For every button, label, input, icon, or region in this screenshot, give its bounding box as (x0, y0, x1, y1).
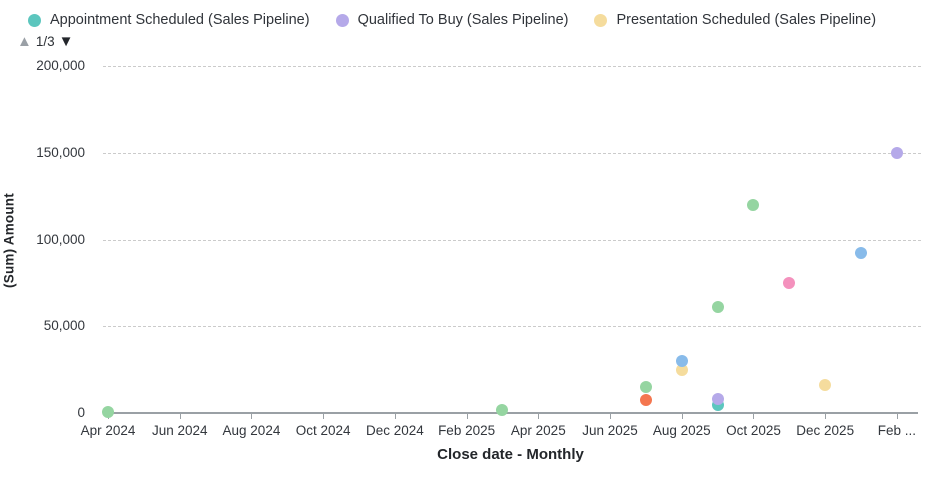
legend-page-indicator: 1/3 (35, 34, 55, 49)
x-tick-mark (394, 414, 396, 419)
x-tick-label: Aug 2025 (652, 423, 711, 438)
scatter-point[interactable] (496, 403, 509, 416)
legend-item-2[interactable]: Presentation Scheduled (Sales Pipeline) (594, 12, 876, 28)
x-tick-label: Apr 2024 (80, 423, 136, 438)
scatter-point[interactable] (819, 379, 832, 392)
scatter-point[interactable] (102, 406, 114, 419)
x-axis-title: Close date - Monthly (437, 446, 584, 463)
scatter-point[interactable] (711, 301, 724, 314)
x-tick-mark (825, 414, 827, 419)
x-tick-mark (466, 414, 468, 419)
legend-item-1[interactable]: Qualified To Buy (Sales Pipeline) (335, 12, 569, 28)
x-tick-mark (538, 414, 540, 419)
legend-item-label: Appointment Scheduled (Sales Pipeline) (50, 12, 310, 28)
scatter-point[interactable] (675, 354, 688, 367)
legend-item-0[interactable]: Appointment Scheduled (Sales Pipeline) (28, 12, 310, 28)
legend-dot-icon (28, 13, 41, 27)
legend-item-label: Presentation Scheduled (Sales Pipeline) (616, 12, 877, 28)
legend-item-label: Qualified To Buy (Sales Pipeline) (357, 12, 569, 28)
gridline (103, 326, 921, 328)
x-tick-label: Dec 2024 (365, 423, 424, 438)
x-tick-mark (251, 414, 253, 419)
x-tick-label: Feb 2025 (438, 423, 496, 438)
legend-dot-icon (594, 13, 608, 27)
y-tick-label: 150,000 (36, 144, 85, 160)
scatter-point[interactable] (675, 363, 688, 376)
x-axis-line (103, 412, 918, 414)
scatter-point[interactable] (639, 393, 652, 406)
x-tick-mark (610, 414, 612, 419)
gridline (103, 239, 921, 241)
y-tick-label: 200,000 (36, 58, 85, 73)
gridline (103, 66, 921, 67)
x-tick-mark (896, 414, 898, 419)
chart-legend: Appointment Scheduled (Sales Pipeline) Qu… (28, 12, 876, 28)
gridline (103, 152, 921, 154)
scatter-point[interactable] (711, 393, 724, 406)
x-tick-label: Dec 2025 (796, 423, 855, 438)
x-tick-label: Apr 2025 (510, 423, 566, 438)
x-tick-mark (753, 414, 755, 419)
x-tick-label: Jun 2025 (582, 423, 638, 438)
x-tick-mark (681, 414, 683, 419)
legend-page-up-icon[interactable]: ▲ (17, 33, 32, 50)
x-tick-mark (179, 414, 181, 419)
y-tick-label: 0 (77, 405, 85, 420)
y-tick-label: 50,000 (43, 318, 85, 334)
x-tick-label: Jun 2024 (151, 423, 208, 438)
y-tick-label: 100,000 (36, 231, 85, 247)
scatter-point[interactable] (783, 276, 796, 289)
scatter-point[interactable] (639, 380, 652, 393)
x-tick-label: Oct 2025 (726, 423, 781, 438)
x-tick-label: Aug 2024 (222, 423, 281, 438)
x-tick-label: Oct 2024 (295, 423, 351, 438)
x-tick-mark (323, 414, 325, 419)
legend-dot-icon (335, 13, 349, 27)
x-tick-label: Feb ... (877, 423, 917, 438)
scatter-point[interactable] (747, 198, 760, 211)
legend-pagination: ▲ 1/3 ▼ (17, 34, 74, 49)
scatter-point[interactable] (855, 247, 868, 260)
legend-page-down-icon[interactable]: ▼ (58, 33, 74, 50)
scatter-point[interactable] (890, 146, 903, 159)
